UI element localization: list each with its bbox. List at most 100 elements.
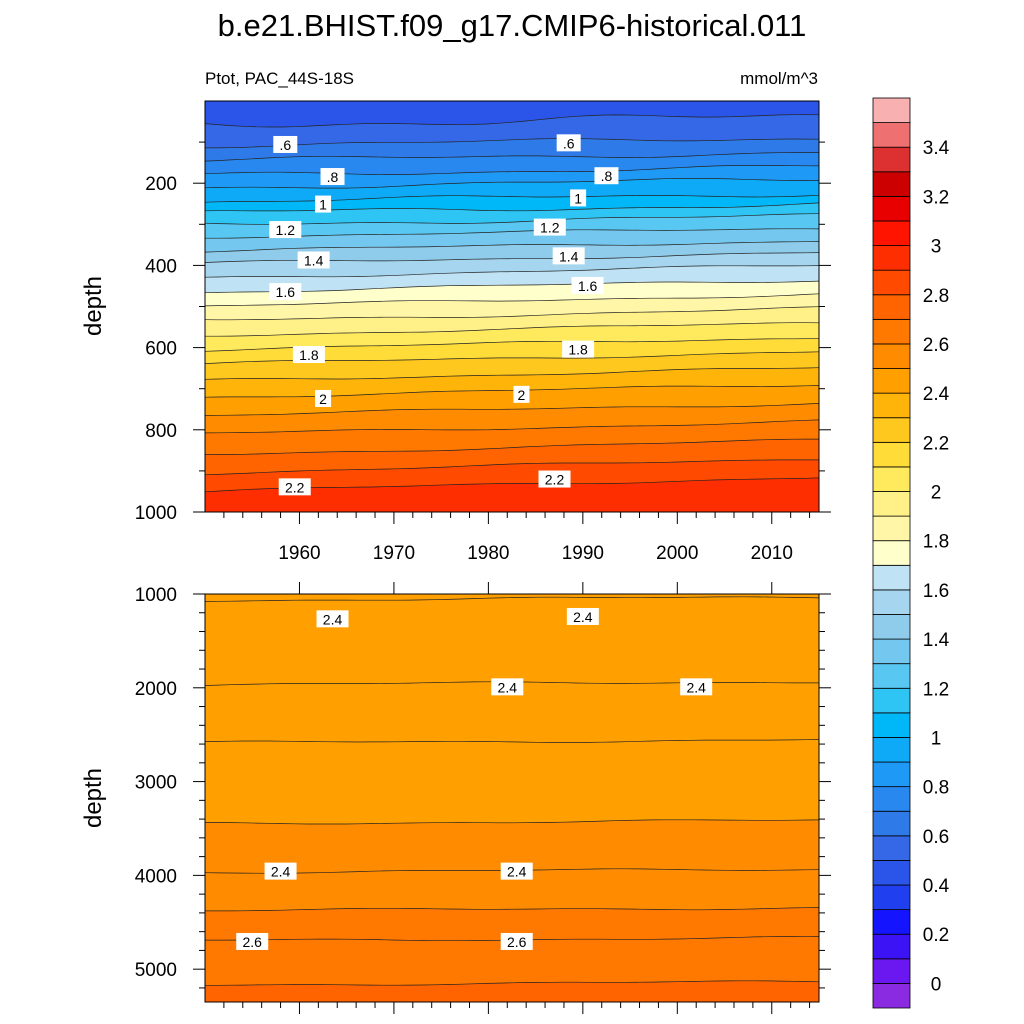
upper-contour-label: .8	[327, 169, 339, 185]
variable-region-subtitle: Ptot, PAC_44S-18S	[205, 69, 354, 88]
lower-fill-band	[205, 596, 819, 686]
colorbar-swatch	[872, 589, 911, 615]
colorbar-tick-label: 0.2	[923, 925, 949, 946]
colorbar-swatch	[872, 417, 911, 443]
upper-contour-label: 2.2	[545, 472, 565, 488]
lower-contour-label: 2.4	[573, 609, 593, 625]
colorbar-tick-label: 2.8	[923, 286, 949, 307]
colorbar-swatch	[872, 171, 911, 197]
lower-y-tick-label: 1000	[135, 585, 177, 606]
upper-contour-line	[205, 241, 819, 253]
lower-contour-label-box	[491, 678, 524, 696]
lower-contour-label-box	[500, 932, 533, 950]
upper-contour-label-box	[278, 478, 311, 496]
colorbar-swatch	[872, 737, 911, 763]
x-tick-label: 2010	[751, 543, 793, 564]
upper-contour-label-box	[562, 340, 595, 358]
colorbar-swatch	[872, 933, 911, 960]
x-tick-label: 1990	[562, 543, 604, 564]
upper-contour-label-box	[594, 167, 619, 185]
lower-y-tick-label: 5000	[135, 960, 177, 981]
lower-y-tick-label: 4000	[135, 866, 177, 887]
upper-contour-label-box	[533, 218, 566, 236]
upper-contour-line	[205, 459, 819, 476]
colorbar-swatch	[872, 564, 911, 591]
lower-contour-line	[205, 980, 819, 986]
lower-panel-frame	[204, 593, 820, 1003]
colorbar-swatch	[872, 663, 911, 689]
upper-contour-label-box	[315, 389, 332, 407]
x-tick-label: 2000	[656, 543, 698, 564]
lower-contour-label: 2.4	[507, 864, 527, 880]
upper-contour-label: 1	[319, 197, 327, 213]
colorbar-swatch	[872, 294, 911, 320]
colorbar-tick-label: 0.4	[923, 876, 950, 897]
upper-contour-line	[205, 419, 819, 434]
lower-contour-label: 2.4	[323, 611, 343, 627]
lower-contour-label-box	[680, 678, 713, 696]
colorbar-swatch	[872, 515, 911, 542]
colorbar-tick-label: 3	[931, 237, 942, 258]
upper-contour-label: 1.4	[304, 252, 324, 268]
lower-contour-label-box	[264, 862, 297, 880]
colorbar-tick-label: 1.8	[923, 532, 949, 553]
upper-contour-label: .6	[563, 135, 575, 151]
colorbar-swatch	[872, 466, 911, 492]
upper-contour-label-box	[269, 221, 302, 239]
upper-contour-line	[205, 114, 819, 128]
lower-contour-label: 2.4	[686, 679, 706, 695]
colorbar-swatch	[872, 245, 911, 271]
colorbar-tick-label: 1.2	[923, 679, 949, 700]
upper-contour-label: 1.2	[276, 222, 296, 238]
colorbar-swatch	[872, 368, 911, 394]
lower-depth-axis-label: depth	[80, 768, 107, 828]
upper-contour-line	[205, 194, 819, 203]
upper-contour-line	[205, 293, 819, 307]
x-tick-label: 1970	[373, 543, 415, 564]
colorbar-tick-label: 1.4	[923, 630, 950, 651]
upper-contour-label: 2	[518, 387, 526, 403]
colorbar-swatch	[872, 146, 911, 173]
colorbar-swatch	[872, 712, 911, 738]
colorbar-swatch	[872, 761, 911, 788]
lower-contour-label: 2.6	[507, 934, 527, 950]
upper-contour-line	[205, 152, 819, 162]
upper-contour-label: .8	[601, 168, 613, 184]
upper-y-tick-label: 1000	[135, 503, 177, 524]
upper-y-tick-label: 200	[145, 174, 177, 195]
upper-contour-label-box	[570, 189, 587, 207]
colorbar-swatch	[872, 540, 911, 566]
lower-fill-band	[205, 739, 819, 825]
upper-contour-label: 1.8	[568, 342, 588, 358]
colorbar-swatch	[872, 786, 911, 812]
colorbar-tick-label: 2.4	[923, 384, 950, 405]
colorbar-tick-label: 0	[931, 974, 942, 995]
lower-y-tick-label: 2000	[135, 679, 177, 700]
upper-contour-label: 1.6	[276, 284, 296, 300]
upper-contour-label: 1.6	[578, 278, 598, 294]
lower-depth-panel: 2.4 2.4 2.4 2.4 2.4 2.4 2.6 2.6 1000 2000 3000 4000…	[135, 582, 831, 1014]
lower-contour-label-box	[500, 862, 533, 880]
colorbar-tick-label: 3.2	[923, 187, 949, 208]
upper-contour-line	[205, 280, 819, 294]
upper-contour-line	[205, 265, 819, 278]
upper-contour-line	[205, 138, 819, 149]
colorbar-tick-label: 0.8	[923, 778, 949, 799]
colorbar-swatch	[872, 884, 911, 911]
colorbar-tick-label: 0.6	[923, 827, 949, 848]
upper-contour-line	[205, 438, 819, 455]
lower-contour-label-box	[566, 607, 599, 625]
colorbar-swatch	[872, 269, 911, 296]
upper-contour-label-box	[320, 168, 345, 186]
upper-contour-label: 1.4	[559, 248, 579, 264]
colorbar-swatch	[872, 835, 911, 861]
upper-fill-layer	[205, 101, 819, 512]
upper-contour-label: 1	[574, 190, 582, 206]
colorbar-tick-label: 1	[931, 728, 942, 749]
upper-contour-label-box	[315, 195, 332, 213]
x-tick-label: 1960	[278, 543, 320, 564]
upper-contour-line	[205, 178, 819, 189]
upper-contour-label-box	[538, 470, 571, 488]
units-subtitle: mmol/m^3	[740, 69, 818, 88]
upper-contour-line	[205, 385, 819, 398]
